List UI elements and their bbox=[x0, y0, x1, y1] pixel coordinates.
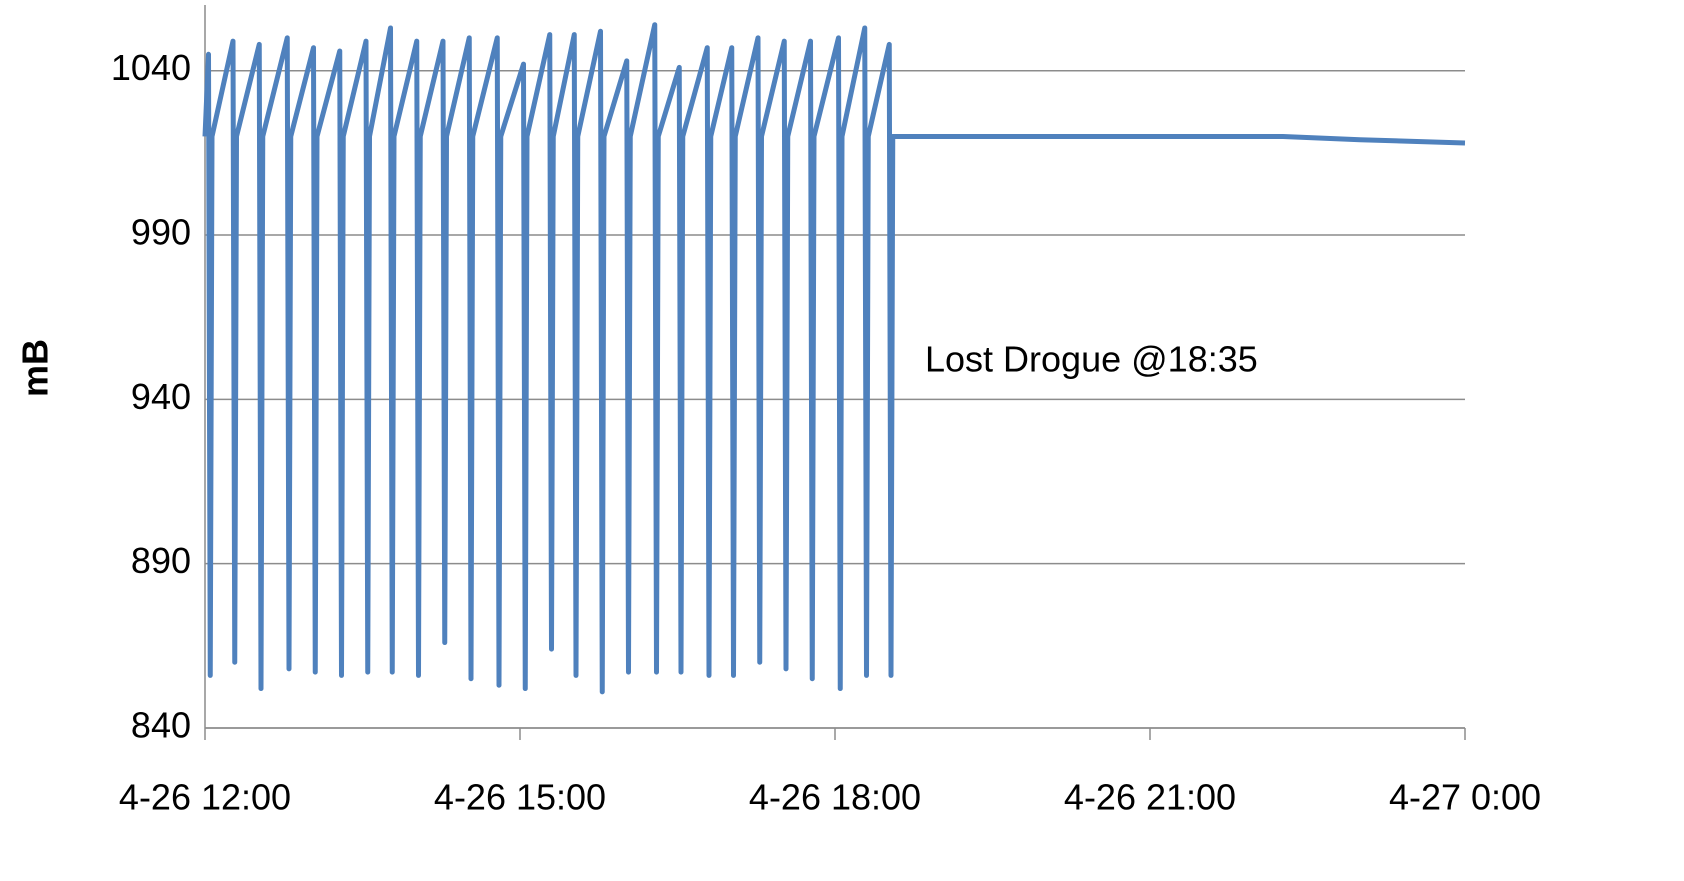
y-tick-label: 1040 bbox=[111, 47, 191, 88]
x-tick-label: 4-26 12:00 bbox=[119, 777, 291, 818]
y-axis-label: mB bbox=[15, 339, 56, 397]
x-tick-label: 4-27 0:00 bbox=[1389, 777, 1541, 818]
y-tick-label: 890 bbox=[131, 540, 191, 581]
y-tick-label: 840 bbox=[131, 705, 191, 746]
y-tick-label: 940 bbox=[131, 376, 191, 417]
y-tick-label: 990 bbox=[131, 212, 191, 253]
x-tick-label: 4-26 15:00 bbox=[434, 777, 606, 818]
x-tick-label: 4-26 18:00 bbox=[749, 777, 921, 818]
annotation: Lost Drogue @18:35 bbox=[925, 339, 1258, 380]
x-tick-label: 4-26 21:00 bbox=[1064, 777, 1236, 818]
data-line bbox=[202, 22, 1466, 695]
